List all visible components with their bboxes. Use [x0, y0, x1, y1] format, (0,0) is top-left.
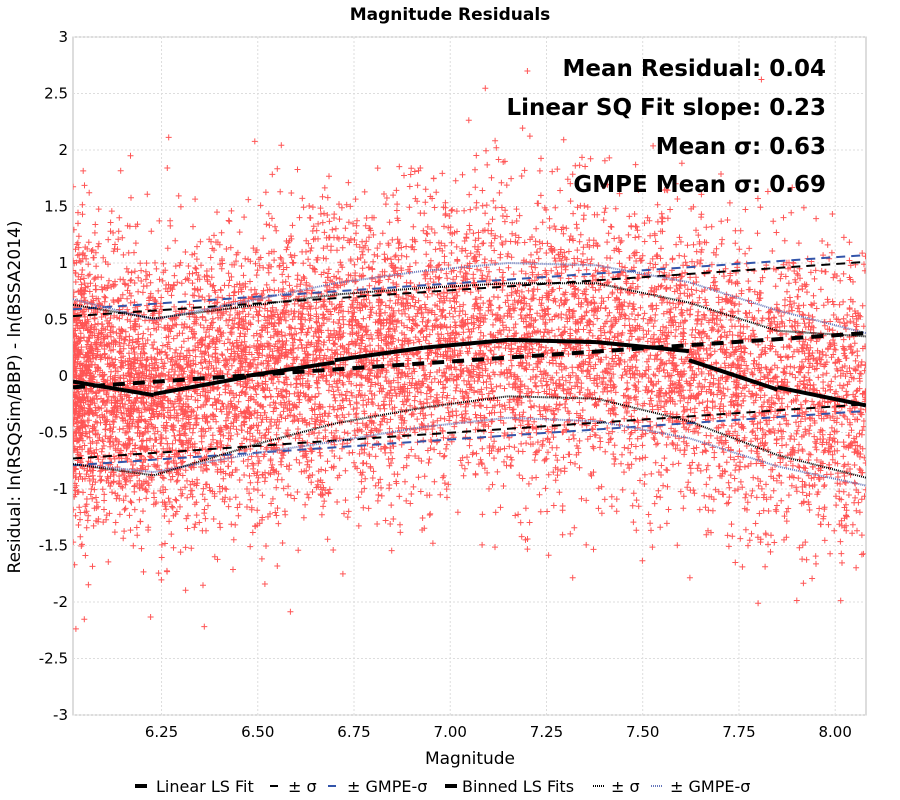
legend-label: ± σ — [611, 777, 640, 796]
x-tick-label: 6.50 — [241, 723, 274, 741]
y-tick-label: -0.5 — [39, 424, 68, 442]
y-tick-label: 1 — [58, 254, 68, 272]
x-tick-label: 7.00 — [434, 723, 467, 741]
y-tick-label: -1 — [53, 480, 68, 498]
stats-annotations: Mean Residual: 0.04 Linear SQ Fit slope:… — [507, 56, 827, 198]
linear-ls-fit-line — [73, 331, 866, 390]
x-tick-label: 7.75 — [722, 723, 755, 741]
annotation-gmpe-mean-sigma: GMPE Mean σ: 0.69 — [573, 172, 826, 198]
y-tick-label: 3 — [58, 28, 68, 46]
legend-label: Linear LS Fit — [156, 777, 254, 796]
binned-ls-fit-segment — [334, 345, 424, 363]
y-tick-label: 2 — [58, 141, 68, 159]
linear-sigma-upper-line — [73, 260, 866, 318]
binned-ls-fit-segment — [596, 340, 690, 354]
y-tick-label: 2.5 — [44, 85, 68, 103]
binned-sigma-upper-line — [73, 282, 866, 338]
y-tick-label: -1.5 — [39, 537, 68, 555]
x-axis-label: Magnitude — [425, 749, 515, 769]
legend-label: ± GMPE-σ — [670, 777, 750, 796]
binned-ls-fit-segment — [688, 358, 779, 392]
legend: Linear LS Fit ± σ ± GMPE-σ Binned LS Fits ± … — [135, 777, 750, 796]
y-tick-label: 0.5 — [44, 311, 68, 329]
binned-sigma-lower-line — [73, 395, 866, 479]
y-axis-label: Residual: ln(RSQSim/BBP) - ln(BSSA2014) — [5, 221, 25, 574]
legend-label: ± GMPE-σ — [347, 777, 427, 796]
legend-label: ± σ — [288, 777, 317, 796]
binned-gmpe-sigma-lower-line — [73, 416, 866, 487]
binned-ls-fit-segment — [73, 379, 155, 398]
x-tick-label: 6.75 — [337, 723, 370, 741]
x-tick-label: 8.00 — [819, 723, 852, 741]
linear-gmpe-sigma-lower-line — [73, 410, 866, 467]
fit-lines — [73, 254, 866, 487]
y-tick-label: -3 — [53, 706, 68, 724]
binned-ls-fit-segment — [507, 337, 597, 345]
binned-ls-fit-segment — [245, 360, 336, 378]
binned-ls-fit-segment — [153, 375, 247, 397]
binned-ls-fit-segment — [777, 385, 866, 408]
grid-lines — [73, 36, 866, 716]
x-tick-label: 7.25 — [530, 723, 563, 741]
y-tick-label: -2.5 — [39, 650, 68, 668]
y-tick-label: 0 — [58, 367, 68, 385]
y-axis-ticks: -3 -2.5 -2 -1.5 -1 -0.5 0 0.5 1 1.5 2 2.5 3 — [39, 28, 68, 724]
annotation-linear-slope: Linear SQ Fit slope: 0.23 — [507, 95, 827, 121]
y-tick-label: -2 — [53, 593, 68, 611]
linear-sigma-lower-line — [73, 403, 866, 460]
x-tick-label: 6.25 — [145, 723, 178, 741]
binned-gmpe-sigma-upper-line — [73, 261, 866, 335]
x-tick-label: 7.50 — [626, 723, 659, 741]
annotation-mean-residual: Mean Residual: 0.04 — [563, 56, 826, 82]
binned-ls-fit-segment — [423, 337, 509, 350]
annotation-mean-sigma: Mean σ: 0.63 — [656, 134, 826, 160]
chart-title: Magnitude Residuals — [350, 5, 551, 25]
x-axis-ticks: 6.25 6.50 6.75 7.00 7.25 7.50 7.75 8.00 — [145, 723, 852, 741]
y-tick-label: 1.5 — [44, 198, 68, 216]
legend-label: Binned LS Fits — [462, 777, 574, 796]
linear-gmpe-sigma-upper-line — [73, 254, 866, 311]
